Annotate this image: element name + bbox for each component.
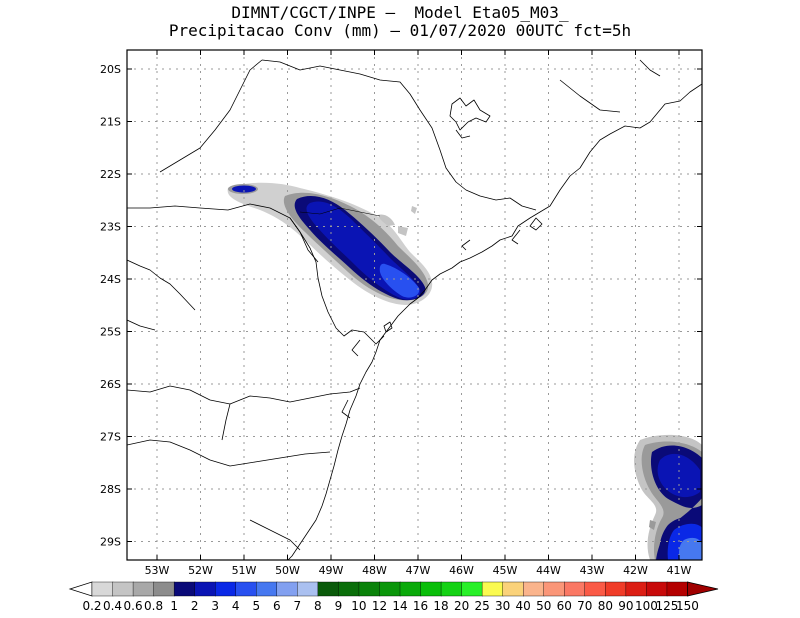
lon-label: 49W [319,564,344,577]
lat-label: 23S [100,221,121,234]
map-title: DIMNT/CGCT/INPE – Model Eta05_M03_ Preci… [0,4,800,40]
lon-label: 52W [188,564,213,577]
colorbar-label: 60 [557,599,572,613]
lat-label: 29S [100,536,121,549]
lon-label: 48W [362,564,387,577]
colorbar-swatch [132,581,155,597]
coastline-and-borders [127,59,702,560]
lat-label: 24S [100,273,121,286]
colorbar-label: 9 [335,599,343,613]
colorbar-label: 8 [314,599,322,613]
lon-label: 42W [623,564,648,577]
colorbar-swatch [523,581,545,597]
colorbar-swatch [338,581,360,597]
colorbar-swatch [584,581,607,597]
colorbar-swatch [235,581,257,597]
colorbar-label: 0.6 [124,599,143,613]
colorbar-label: 16 [413,599,428,613]
colorbar-swatch [256,581,278,597]
colorbar-label: 100 [635,599,658,613]
colorbar-label: 125 [655,599,678,613]
colorbar-over-arrow [687,581,719,597]
colorbar-label: 2 [191,599,199,613]
colorbar-swatch [502,581,524,597]
colorbar-swatch [297,581,319,597]
colorbar-label: 14 [392,599,407,613]
colorbar-swatch [112,581,134,597]
colorbar-swatch [399,581,422,597]
colorbar-swatch [317,581,340,597]
lat-label: 28S [100,483,121,496]
precip-field-sao-paulo [227,182,433,305]
colorbar-label: 1 [170,599,178,613]
colorbar-swatch [194,581,216,597]
colorbar-swatch [461,581,483,597]
colorbar-swatch [420,581,442,597]
lon-label: 45W [493,564,518,577]
colorbar-swatch [440,581,463,597]
lon-label: 51W [232,564,257,577]
colorbar-label: 25 [474,599,489,613]
lon-label: 46W [449,564,474,577]
river-line [299,207,381,217]
lat-label: 21S [100,116,121,129]
lon-label: 43W [580,564,605,577]
colorbar-swatch [564,581,586,597]
lat-label: 27S [100,431,121,444]
colorbar-label: 40 [516,599,531,613]
colorbar-label: 30 [495,599,510,613]
colorbar-label: 70 [577,599,592,613]
colorbar-label: 150 [676,599,699,613]
colorbar-swatch [625,581,648,597]
colorbar-label: 3 [211,599,219,613]
lat-label: 26S [100,378,121,391]
lon-label: 47W [406,564,431,577]
lon-label: 44W [536,564,561,577]
colorbar-swatch [358,581,381,597]
colorbar-swatch [666,581,689,597]
colorbar-label: 50 [536,599,551,613]
precip-field-offshore [634,434,702,560]
lat-label: 22S [100,168,121,181]
colorbar-label: 0.4 [103,599,122,613]
colorbar-swatch [173,581,196,597]
longitude-labels: 53W 52W 51W 50W 49W 48W 47W 46W 45W 44W 43W 42W 41W [145,564,692,577]
lon-label: 41W [667,564,692,577]
colorbar-swatch [153,581,175,597]
colorbar-swatch [646,581,668,597]
colorbar: 0.2 0.4 0.6 0.8 1 2 3 4 5 6 7 8 9 10 12 14 16 18 20 25 30 40 5… [68,581,719,613]
colorbar-label: 90 [618,599,633,613]
colorbar-label: 12 [372,599,387,613]
colorbar-swatch [481,581,504,597]
lat-label: 25S [100,326,121,339]
colorbar-label: 18 [433,599,448,613]
map-grid [127,50,702,560]
lon-label: 53W [145,564,170,577]
latitude-labels: 20S 21S 22S 23S 24S 25S 26S 27S 28S 29S [100,63,121,549]
colorbar-label: 7 [294,599,302,613]
colorbar-under-arrow [68,581,93,597]
colorbar-label: 80 [598,599,613,613]
colorbar-label: 20 [454,599,469,613]
colorbar-swatch [91,581,114,597]
colorbar-swatch [214,581,237,597]
map-ticks [127,50,702,560]
map-frame [126,49,703,561]
colorbar-label: 10 [351,599,366,613]
colorbar-label: 4 [232,599,240,613]
colorbar-label: 0.8 [144,599,163,613]
lon-label: 50W [275,564,300,577]
colorbar-swatch [543,581,565,597]
colorbar-swatch [605,581,627,597]
colorbar-swatch [276,581,299,597]
title-line-1: DIMNT/CGCT/INPE – Model Eta05_M03_ [231,3,569,22]
colorbar-swatch [379,581,401,597]
lat-label: 20S [100,63,121,76]
title-line-2: Precipitacao Conv (mm) – 01/07/2020 00UT… [168,21,632,40]
colorbar-label: 6 [273,599,281,613]
colorbar-label: 5 [252,599,260,613]
colorbar-label: 0.2 [82,599,101,613]
